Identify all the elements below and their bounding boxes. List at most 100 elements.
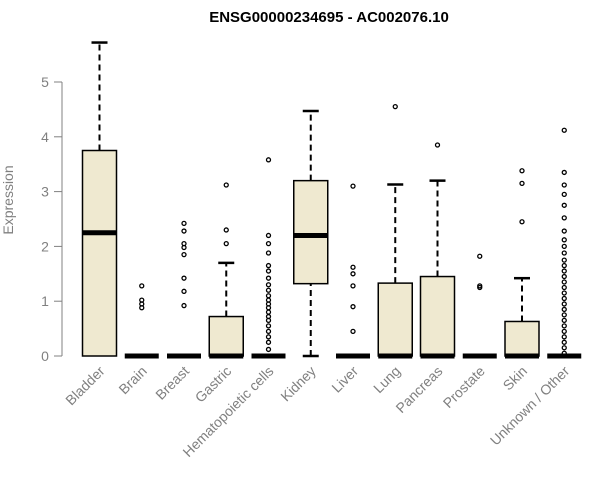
outlier-point	[561, 284, 567, 291]
outlier-point	[561, 243, 567, 250]
box-body	[208, 315, 244, 357]
box-body	[81, 149, 118, 357]
box-group-pancreas	[419, 142, 456, 359]
outlier-point	[561, 279, 567, 285]
outlier-point	[265, 275, 272, 281]
outlier-point	[561, 323, 567, 329]
x-tick-label: Breast	[152, 363, 192, 403]
outlier-point	[265, 241, 272, 247]
box-group-gastric	[208, 182, 244, 359]
outlier-point	[265, 346, 272, 353]
outlier-point	[477, 283, 483, 289]
box-group-unknown-other	[547, 127, 582, 359]
outlier-point	[561, 237, 567, 243]
outlier-point	[561, 250, 567, 256]
box-group-liver	[336, 183, 370, 359]
outlier-point	[561, 215, 567, 221]
outlier-point	[561, 257, 567, 263]
x-tick-label: Liver	[328, 363, 361, 396]
y-tick-label: 1	[41, 293, 49, 309]
outlier-point	[561, 301, 567, 307]
outlier-point	[265, 297, 272, 303]
outlier-point	[434, 142, 441, 148]
outlier-point	[561, 182, 567, 188]
outlier-point	[181, 302, 187, 309]
outlier-point	[265, 334, 272, 340]
box-group-bladder	[81, 41, 118, 357]
outlier-point	[350, 183, 356, 189]
outlier-point	[561, 262, 567, 269]
y-tick-label: 0	[41, 348, 49, 364]
outlier-point	[477, 253, 483, 259]
outlier-point	[561, 169, 567, 176]
box-group-lung	[377, 104, 413, 359]
outlier-point	[265, 262, 272, 269]
outlier-point	[561, 127, 567, 133]
box-group-skin	[504, 168, 540, 359]
outlier-point	[181, 241, 187, 247]
outlier-point	[265, 282, 272, 288]
x-tick-label: Skin	[500, 363, 531, 394]
y-tick-label: 4	[41, 129, 49, 145]
outlier-point	[561, 268, 567, 274]
outlier-point	[519, 180, 525, 187]
outlier-point	[181, 288, 187, 294]
outlier-point	[350, 271, 356, 277]
outlier-point	[181, 228, 187, 234]
outlier-point	[350, 304, 356, 310]
outlier-point	[350, 328, 356, 334]
outlier-point	[139, 283, 145, 289]
outlier-point	[561, 328, 567, 334]
box-body	[293, 179, 329, 285]
x-tick-label: Lung	[370, 363, 403, 396]
box-group-prostate	[462, 253, 497, 359]
box-group-breast	[167, 220, 201, 359]
outlier-point	[519, 168, 525, 174]
outlier-point	[265, 323, 272, 329]
outlier-point	[265, 293, 272, 299]
outlier-point	[561, 339, 567, 345]
y-tick-label: 3	[41, 184, 49, 200]
outlier-point	[561, 306, 567, 313]
outlier-point	[561, 191, 567, 197]
box-group-kidney	[293, 109, 329, 358]
y-axis-label: Expression	[0, 165, 16, 234]
chart-title: ENSG00000234695 - AC002076.10	[209, 9, 449, 26]
box-body	[504, 320, 540, 357]
outlier-point	[561, 350, 567, 356]
outlier-point	[181, 251, 187, 258]
outlier-point	[181, 275, 187, 281]
x-tick-label: Prostate	[440, 363, 488, 411]
outlier-point	[350, 264, 356, 270]
outlier-point	[561, 202, 567, 208]
box-body	[377, 282, 413, 357]
outlier-point	[265, 250, 272, 256]
y-tick-label: 5	[41, 74, 49, 90]
outlier-point	[350, 283, 356, 289]
outlier-point	[265, 157, 272, 163]
outlier-point	[561, 312, 567, 318]
x-tick-label: Unknown / Other	[487, 363, 573, 449]
outlier-point	[392, 104, 398, 110]
box-series	[81, 41, 582, 359]
y-tick-label: 2	[41, 238, 49, 254]
outlier-point	[181, 220, 187, 227]
outlier-point	[561, 228, 567, 234]
outlier-point	[561, 290, 567, 296]
outlier-point	[265, 313, 272, 320]
box-body	[419, 275, 456, 357]
outlier-point	[265, 309, 272, 315]
outlier-point	[223, 241, 229, 247]
outlier-point	[223, 182, 229, 188]
x-tick-label: Kidney	[277, 363, 319, 405]
x-tick-label: Pancreas	[392, 363, 445, 416]
outlier-point	[561, 345, 567, 351]
outlier-point	[265, 232, 272, 239]
outlier-point	[519, 219, 525, 225]
outlier-point	[561, 334, 567, 340]
outlier-point	[139, 297, 145, 303]
outlier-point	[561, 295, 567, 302]
box-group-brain	[124, 283, 159, 359]
